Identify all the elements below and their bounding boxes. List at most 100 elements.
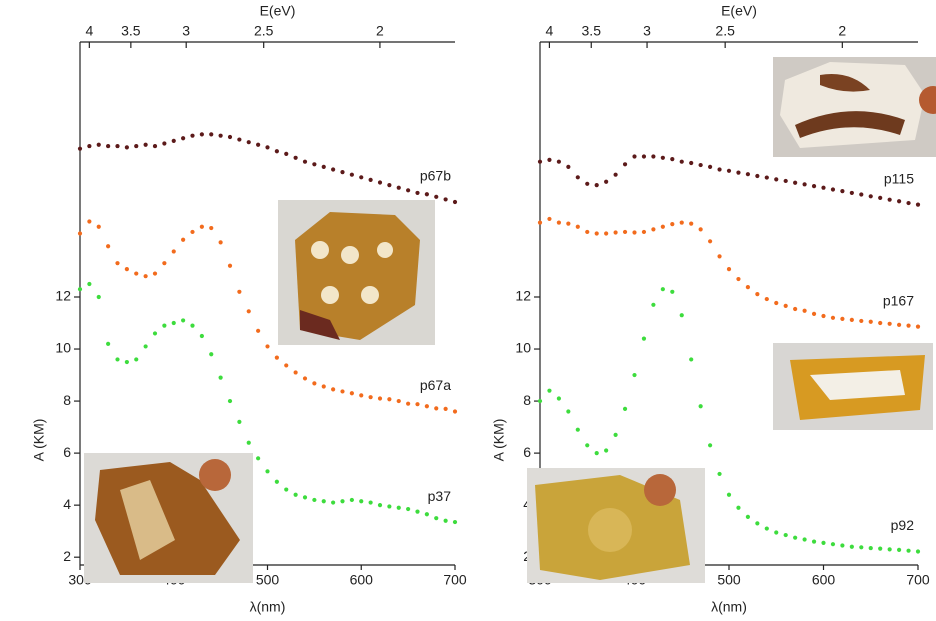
data-point — [556, 220, 562, 225]
data-point — [830, 187, 836, 192]
data-point — [887, 197, 892, 202]
data-point — [434, 516, 439, 521]
data-point — [566, 409, 571, 414]
data-point — [604, 179, 609, 184]
data-point — [396, 185, 401, 190]
data-point — [443, 518, 448, 523]
data-point — [632, 230, 637, 235]
data-point — [897, 547, 902, 553]
x-tick-label: 500 — [717, 572, 741, 588]
data-point — [915, 324, 921, 329]
x-tick-label: 600 — [812, 572, 836, 588]
data-point — [868, 194, 873, 199]
y-tick-label: 6 — [63, 444, 71, 460]
data-point — [726, 267, 732, 272]
data-point — [736, 505, 741, 510]
data-point — [349, 497, 354, 503]
data-point — [237, 419, 242, 424]
y-tick-label: 10 — [515, 340, 531, 356]
data-point — [632, 372, 637, 378]
data-point — [106, 143, 111, 149]
data-point — [443, 406, 448, 411]
data-point — [755, 173, 760, 179]
data-point — [622, 406, 628, 411]
x-tick-label: 500 — [256, 572, 280, 588]
data-point — [717, 471, 722, 477]
data-point — [547, 157, 552, 162]
x2-tick-label: 3 — [182, 23, 190, 39]
x2-axis-label: E(eV) — [721, 3, 757, 19]
data-point — [152, 143, 158, 149]
data-point — [717, 254, 722, 259]
data-point — [622, 162, 628, 167]
data-point — [547, 216, 552, 222]
data-point — [594, 183, 599, 188]
data-point — [162, 141, 167, 146]
data-point — [87, 281, 92, 287]
data-point — [452, 409, 458, 414]
data-point — [340, 169, 345, 175]
data-point — [256, 456, 261, 461]
data-point — [632, 154, 637, 159]
data-point — [708, 164, 713, 169]
data-point — [698, 227, 703, 232]
data-point — [218, 240, 223, 245]
data-point — [830, 542, 836, 547]
data-point — [312, 162, 317, 167]
data-point — [840, 188, 845, 194]
data-point — [377, 180, 383, 185]
data-point — [793, 306, 798, 312]
data-point — [134, 357, 139, 362]
x-tick-label: 700 — [443, 572, 467, 588]
data-point — [585, 181, 590, 186]
data-point — [651, 227, 656, 232]
data-point — [811, 184, 817, 189]
data-point — [190, 323, 195, 328]
data-point — [199, 333, 204, 339]
data-point — [651, 302, 656, 307]
data-point — [227, 134, 233, 140]
data-point — [859, 192, 864, 197]
series — [537, 154, 921, 207]
data-point — [915, 202, 921, 207]
x2-tick-label: 4 — [85, 23, 93, 39]
data-point — [406, 188, 411, 193]
data-point — [443, 197, 448, 202]
data-point — [897, 322, 902, 327]
data-point — [878, 320, 883, 326]
data-point — [265, 145, 270, 150]
x2-tick-label: 2 — [838, 23, 846, 39]
data-point — [906, 200, 911, 206]
series-label: p67b — [420, 168, 451, 184]
data-point — [237, 137, 242, 142]
data-point — [406, 401, 411, 406]
data-point — [368, 500, 373, 505]
data-point — [556, 396, 562, 401]
series-label: p115 — [884, 170, 914, 186]
data-point — [274, 479, 279, 484]
photo-p37 — [84, 453, 253, 583]
data-point — [302, 495, 308, 500]
data-point — [670, 222, 675, 227]
data-point — [199, 132, 204, 137]
data-point — [293, 492, 298, 497]
data-point — [802, 182, 807, 187]
data-point — [96, 294, 101, 300]
data-point — [274, 149, 279, 154]
data-point — [821, 540, 826, 545]
data-point — [331, 500, 336, 505]
data-point — [434, 406, 439, 411]
data-point — [594, 231, 599, 236]
data-point — [77, 287, 83, 292]
data-point — [887, 547, 892, 552]
data-point — [849, 544, 854, 549]
data-point — [641, 229, 647, 235]
x-tick-label: 600 — [350, 572, 374, 588]
data-point — [171, 138, 176, 143]
data-point — [387, 183, 392, 188]
photo-p115 — [773, 57, 936, 157]
x2-tick-label: 3.5 — [582, 23, 602, 39]
data-point — [302, 376, 308, 381]
photo-p67a — [278, 200, 435, 345]
